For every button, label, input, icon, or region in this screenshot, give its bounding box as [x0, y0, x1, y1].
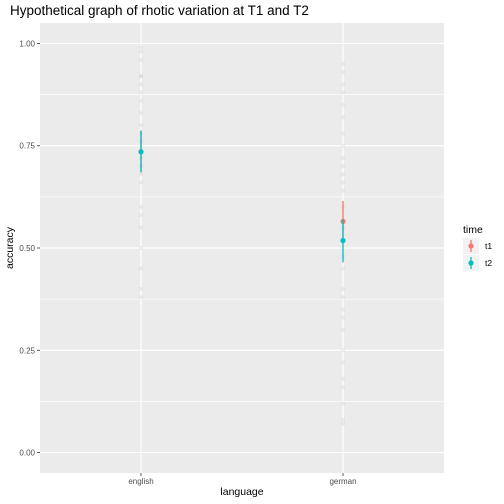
raw-point [341, 131, 345, 136]
raw-point [139, 123, 143, 128]
raw-point [139, 266, 143, 271]
raw-point [341, 164, 345, 169]
raw-point [341, 90, 345, 95]
y-tick-label: 0.50 [19, 244, 35, 253]
raw-point [139, 90, 143, 95]
raw-point [341, 180, 345, 185]
raw-point [139, 172, 143, 177]
mean-point-t2 [340, 238, 346, 244]
raw-point [139, 225, 143, 230]
raw-point [139, 74, 143, 79]
y-tick-label: 1.00 [19, 39, 35, 48]
raw-point [139, 213, 143, 218]
raw-points [139, 45, 345, 426]
raw-point [139, 74, 143, 79]
raw-point [139, 295, 143, 300]
y-tick-label: 0.25 [19, 346, 35, 355]
raw-point [139, 49, 143, 54]
raw-point [139, 57, 143, 62]
raw-point [139, 205, 143, 210]
raw-point [341, 102, 345, 107]
x-tick-label: german [329, 477, 356, 486]
raw-point [341, 417, 345, 422]
raw-point [139, 286, 143, 291]
raw-point [341, 401, 345, 406]
raw-point [341, 156, 345, 160]
x-axis: english german [128, 473, 357, 486]
raw-point [341, 188, 345, 193]
raw-point [139, 45, 143, 50]
legend-label: t2 [485, 258, 492, 268]
x-tick-label: english [128, 477, 153, 486]
raw-point [139, 246, 143, 250]
raw-point [341, 266, 345, 271]
legend-title: time [463, 224, 483, 236]
legend-key-point [468, 243, 474, 249]
raw-point [341, 70, 345, 75]
raw-point [341, 315, 345, 320]
raw-point [341, 286, 345, 291]
raw-point [341, 348, 345, 353]
series-layer [138, 130, 346, 263]
raw-point [341, 307, 345, 312]
raw-point [341, 61, 345, 66]
y-tick-label: 0.00 [19, 449, 35, 458]
raw-point [139, 98, 143, 103]
legend-key-point [468, 260, 474, 266]
mean-point-t2 [138, 149, 144, 155]
x-axis-title: language [220, 486, 263, 498]
raw-point [341, 385, 345, 390]
raw-point [341, 82, 345, 87]
y-axis: 0.00 0.25 0.50 0.75 1.00 [19, 39, 40, 458]
grid-minor [40, 94, 444, 402]
chart-title: Hypothetical graph of rhotic variation a… [10, 3, 309, 18]
raw-point [341, 143, 345, 148]
raw-point [139, 82, 143, 87]
raw-point [341, 115, 345, 120]
raw-point [341, 327, 345, 332]
raw-point [341, 360, 345, 365]
legend-keys: t1 t2 [463, 238, 492, 271]
raw-point [341, 421, 345, 426]
raw-point [341, 172, 345, 177]
legend-label: t1 [485, 241, 492, 251]
raw-point [139, 180, 143, 185]
y-tick-label: 0.75 [19, 142, 35, 151]
raw-point [341, 295, 345, 300]
raw-point [139, 111, 143, 115]
y-axis-title: accuracy [4, 226, 16, 269]
raw-point [341, 376, 345, 381]
legend: time t1 t2 [463, 224, 492, 271]
